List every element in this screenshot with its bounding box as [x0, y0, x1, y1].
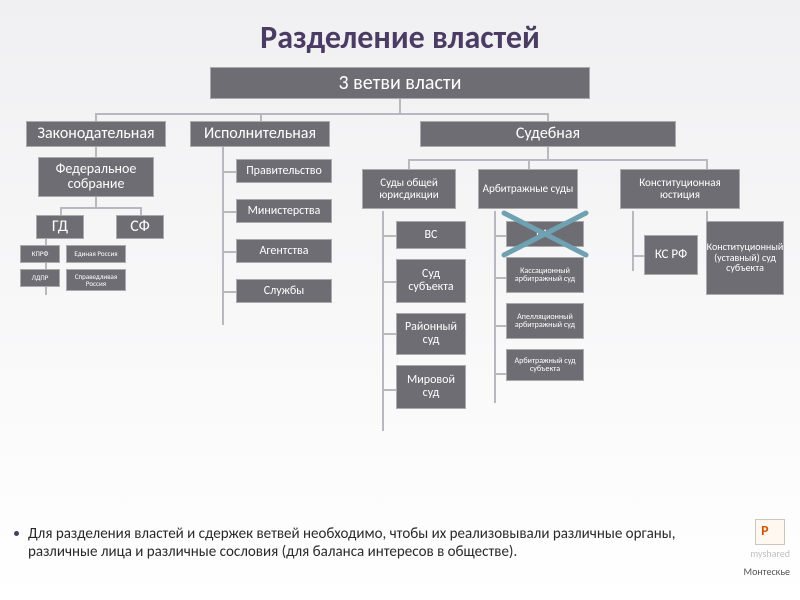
node-executive: Исполнительная [190, 121, 330, 147]
node-k-subj: Конституционный (уставный) суд субъекта [706, 221, 784, 295]
node-mirovoy-sud: Мировой суд [396, 365, 466, 409]
bullet-content: Для разделения властей и сдержек ветвей … [28, 525, 676, 562]
watermark: myshared [750, 519, 790, 560]
node-general-courts: Суды общей юрисдикции [362, 169, 456, 209]
node-arb-apel: Апелляционный арбитражный суд [506, 303, 584, 339]
author-label: Монтескье [744, 565, 790, 578]
node-arb-kass: Кассационный арбитражный суд [506, 257, 584, 293]
node-root: 3 ветви власти [210, 67, 590, 99]
bullet-text: Для разделения властей и сдержек ветвей … [28, 525, 700, 563]
powerpoint-icon [755, 519, 785, 545]
node-fed-assembly: Федеральное собрание [38, 157, 154, 197]
node-arbitration-courts: Арбитражные суды [478, 169, 578, 209]
node-constitutional-justice: Конституционная юстиция [620, 169, 740, 209]
page-title: Разделение властей [0, 0, 800, 63]
node-er: Единая Россия [66, 245, 126, 263]
node-sud-subjekta: Суд субъекта [396, 259, 466, 303]
node-judicial: Судебная [420, 121, 676, 147]
bullet-icon [14, 531, 19, 536]
node-sf: СФ [116, 215, 164, 239]
node-gd: ГД [36, 215, 84, 239]
node-agencies: Агентства [236, 239, 332, 263]
node-legislative: Законодательная [26, 121, 166, 147]
node-rayonny-sud: Районный суд [396, 313, 466, 355]
node-ministries: Министерства [236, 199, 332, 223]
node-vs: ВС [396, 221, 466, 249]
node-ldpr: ЛДПР [20, 269, 60, 287]
node-vas: ВАС [506, 221, 584, 247]
node-government: Правительство [236, 159, 332, 183]
node-services: Службы [236, 279, 332, 303]
node-arb-subj: Арбитражный суд субъекта [506, 349, 584, 381]
watermark-text: myshared [750, 547, 790, 560]
node-sr: Справедливая Россия [66, 269, 126, 291]
node-kprf: КПРФ [20, 245, 60, 263]
org-chart: 3 ветви власти Законодательная Исполните… [0, 63, 800, 473]
node-ksrf: КС РФ [644, 235, 698, 275]
